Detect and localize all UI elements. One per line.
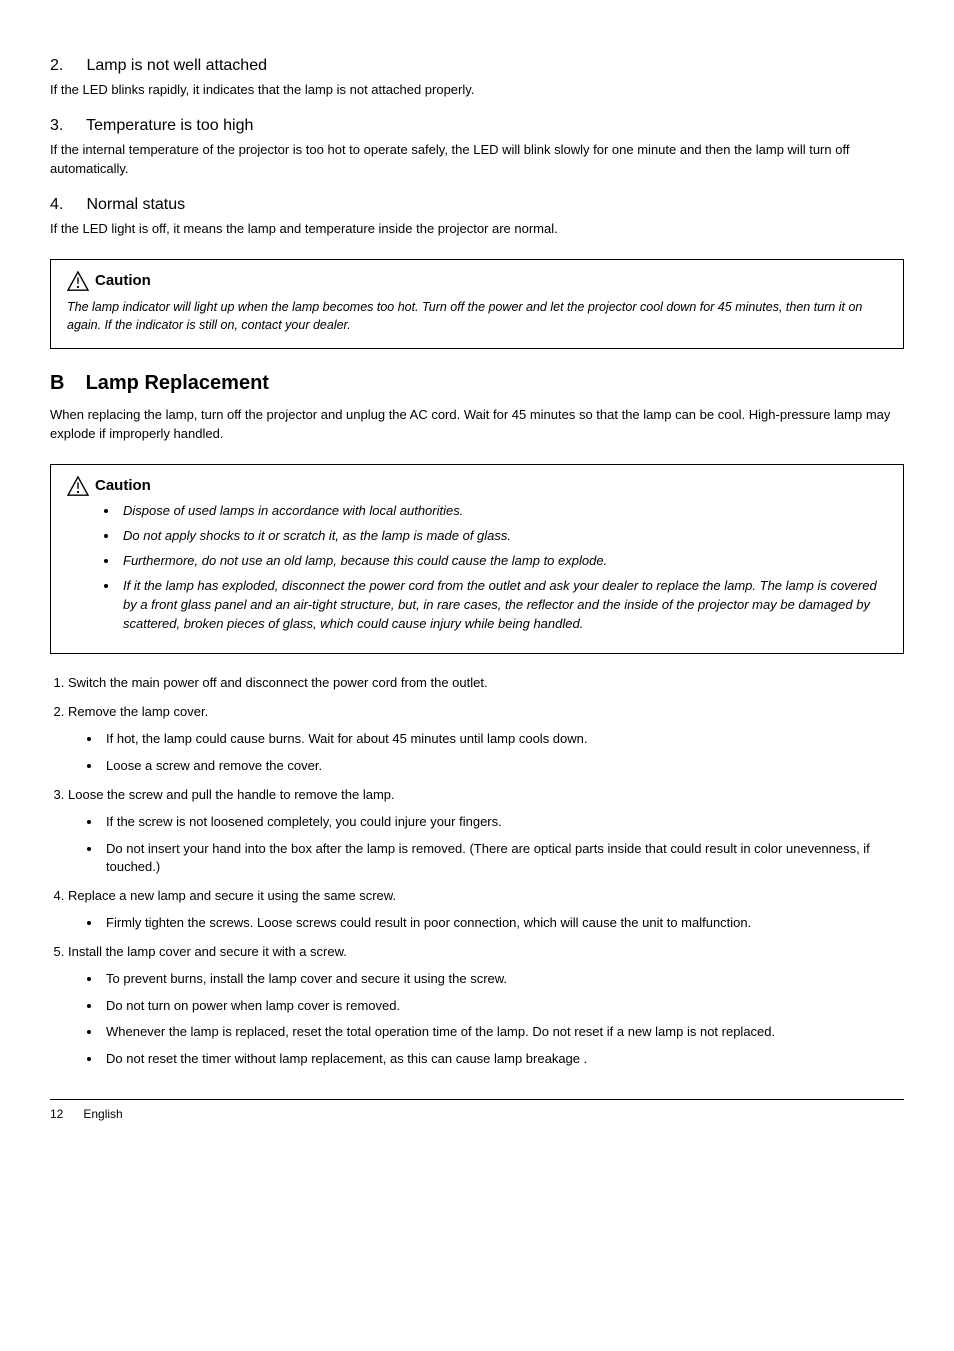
step-5-sublist: To prevent burns, install the lamp cover… xyxy=(68,970,904,1069)
step-3-text: Loose the screw and pull the handle to r… xyxy=(68,787,395,802)
step-3: Loose the screw and pull the handle to r… xyxy=(68,786,904,877)
section-b-intro: When replacing the lamp, turn off the pr… xyxy=(50,406,904,444)
section-4-heading: 4. Normal status xyxy=(50,193,904,216)
step-4-sublist: Firmly tighten the screws. Loose screws … xyxy=(68,914,904,933)
caution-2-label: Caution xyxy=(95,475,151,497)
section-b-title: Lamp Replacement xyxy=(86,372,269,394)
step-3-sublist: If the screw is not loosened completely,… xyxy=(68,813,904,878)
caution-2-item: If it the lamp has exploded, disconnect … xyxy=(119,577,887,634)
step-4-sub-item: Firmly tighten the screws. Loose screws … xyxy=(102,914,904,933)
step-5: Install the lamp cover and secure it wit… xyxy=(68,943,904,1069)
caution-1-label: Caution xyxy=(95,270,151,292)
page-number: 12 xyxy=(50,1106,80,1123)
section-2-title: Lamp is not well attached xyxy=(86,57,267,74)
step-1-text: Switch the main power off and disconnect… xyxy=(68,675,488,690)
caution-1-text: The lamp indicator will light up when th… xyxy=(67,298,887,334)
caution-2-item: Furthermore, do not use an old lamp, bec… xyxy=(119,552,887,571)
step-3-sub-item: Do not insert your hand into the box aft… xyxy=(102,840,904,878)
warning-triangle-icon xyxy=(67,476,89,496)
section-2-heading: 2. Lamp is not well attached xyxy=(50,54,904,77)
step-5-sub-item: To prevent burns, install the lamp cover… xyxy=(102,970,904,989)
section-2-body: If the LED blinks rapidly, it indicates … xyxy=(50,81,904,100)
step-4-text: Replace a new lamp and secure it using t… xyxy=(68,888,396,903)
page-footer: 12 English xyxy=(50,1099,904,1123)
step-2-sub-item: Loose a screw and remove the cover. xyxy=(102,757,904,776)
step-3-sub-item: If the screw is not loosened completely,… xyxy=(102,813,904,832)
footer-lang: English xyxy=(83,1107,122,1121)
step-1: Switch the main power off and disconnect… xyxy=(68,674,904,693)
step-5-sub-item: Whenever the lamp is replaced, reset the… xyxy=(102,1023,904,1042)
section-b-letter: B xyxy=(50,369,80,398)
step-5-sub-item: Do not turn on power when lamp cover is … xyxy=(102,997,904,1016)
caution-box-2: Caution Dispose of used lamps in accorda… xyxy=(50,464,904,655)
warning-triangle-icon xyxy=(67,271,89,291)
step-4: Replace a new lamp and secure it using t… xyxy=(68,887,904,933)
section-4-body: If the LED light is off, it means the la… xyxy=(50,220,904,239)
section-2-num: 2. xyxy=(50,54,82,77)
caution-box-1: Caution The lamp indicator will light up… xyxy=(50,259,904,349)
section-3-heading: 3. Temperature is too high xyxy=(50,114,904,137)
section-4-title: Normal status xyxy=(86,196,185,213)
section-3-body: If the internal temperature of the proje… xyxy=(50,141,904,179)
step-2: Remove the lamp cover. If hot, the lamp … xyxy=(68,703,904,776)
step-5-text: Install the lamp cover and secure it wit… xyxy=(68,944,347,959)
section-3-num: 3. xyxy=(50,114,82,137)
steps-list: Switch the main power off and disconnect… xyxy=(50,674,904,1069)
caution-1-header: Caution xyxy=(67,270,887,292)
section-b-heading: B Lamp Replacement xyxy=(50,369,904,398)
section-4-num: 4. xyxy=(50,193,82,216)
caution-2-item: Do not apply shocks to it or scratch it,… xyxy=(119,527,887,546)
step-2-sub-item: If hot, the lamp could cause burns. Wait… xyxy=(102,730,904,749)
caution-2-list: Dispose of used lamps in accordance with… xyxy=(67,502,887,633)
caution-2-header: Caution xyxy=(67,475,887,497)
section-3-title: Temperature is too high xyxy=(86,117,253,134)
step-2-text: Remove the lamp cover. xyxy=(68,704,208,719)
step-5-sub-item: Do not reset the timer without lamp repl… xyxy=(102,1050,904,1069)
step-2-sublist: If hot, the lamp could cause burns. Wait… xyxy=(68,730,904,776)
caution-2-item: Dispose of used lamps in accordance with… xyxy=(119,502,887,521)
